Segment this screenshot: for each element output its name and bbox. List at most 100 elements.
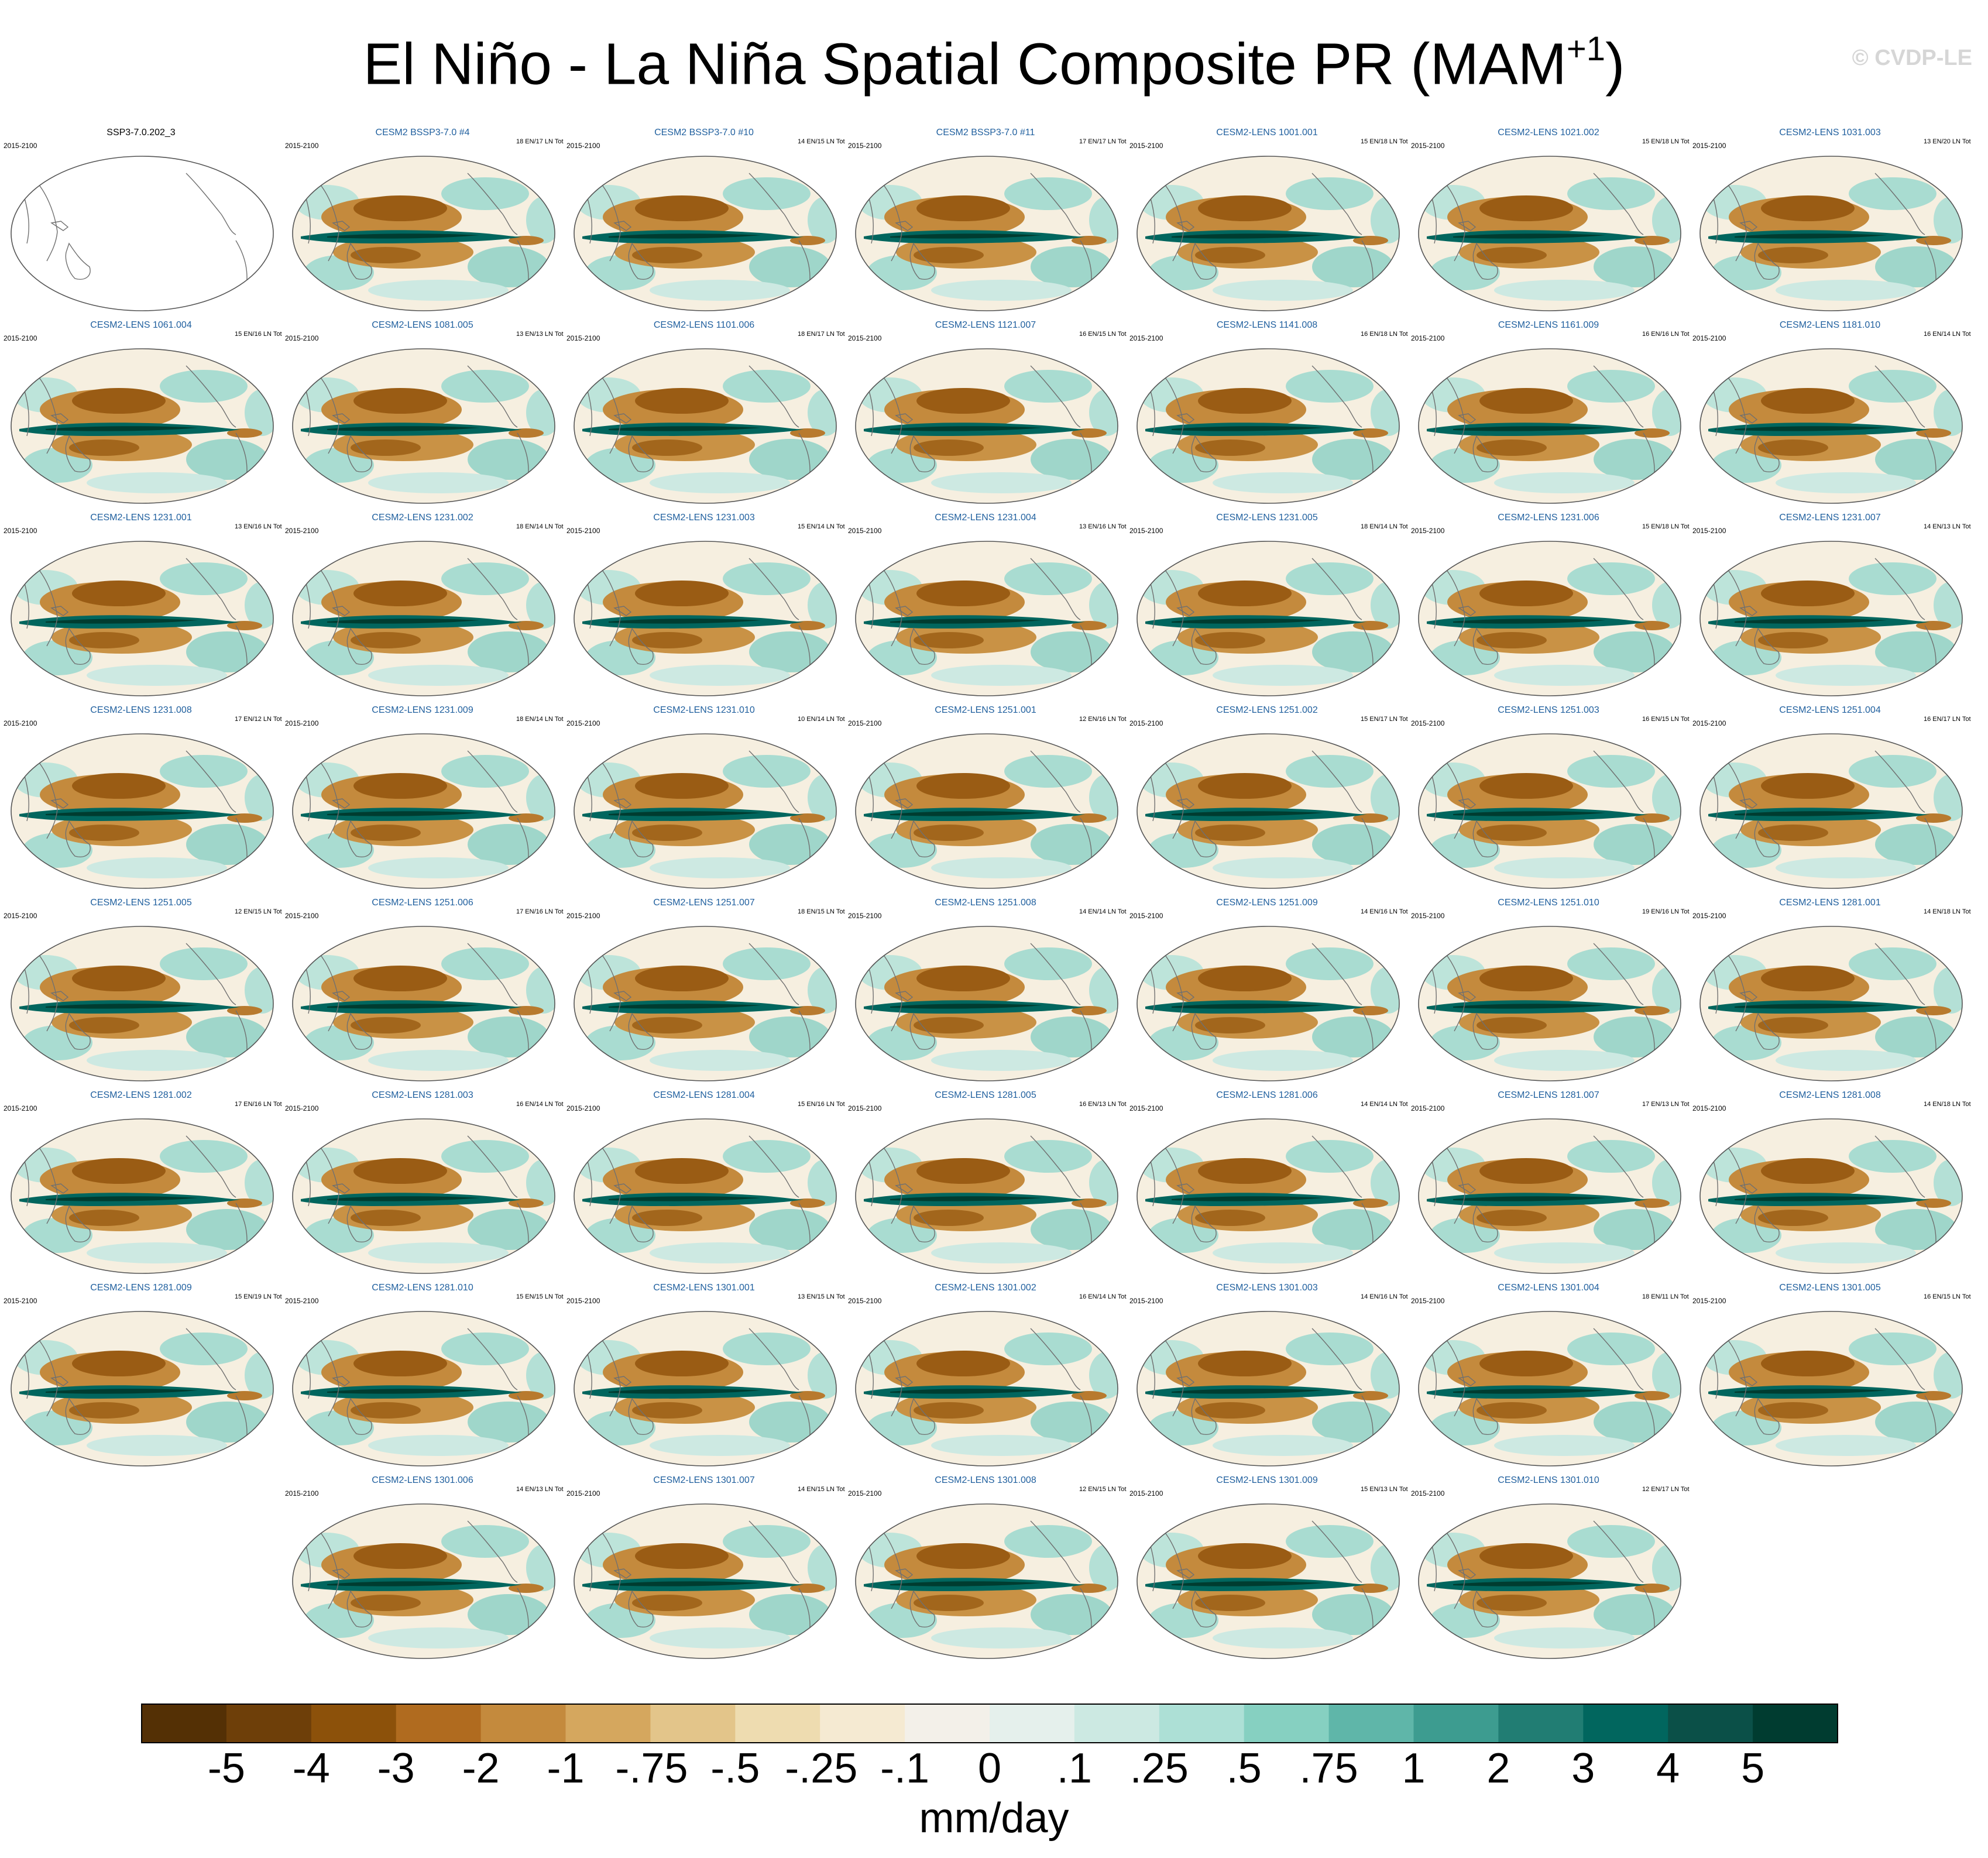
- anomaly-dry-region: [914, 247, 984, 263]
- coastline-asia: [596, 756, 621, 839]
- map-panel: CESM2-LENS 1001.001 2015-2100 15 EN/18 LN …: [1129, 128, 1408, 320]
- coastline-north-america: [186, 750, 236, 813]
- anomaly-dry-region: [353, 1351, 447, 1376]
- anomaly-wet-region: [749, 631, 831, 672]
- anomaly-dry-region: [1758, 825, 1828, 841]
- panel-title: CESM2-LENS 1281.002: [90, 1090, 192, 1100]
- coastline-australia: [909, 242, 935, 280]
- anomaly-dry-region: [72, 966, 166, 991]
- coastline-islands: [1458, 1183, 1477, 1194]
- colorbar-box: [1328, 1704, 1414, 1743]
- anomaly-dry-region: [790, 1006, 825, 1015]
- anomaly-dry-region: [790, 1391, 825, 1400]
- coastline-islands: [332, 221, 351, 231]
- coastline-islands: [50, 798, 69, 809]
- colorbar-tick-label: .1: [1056, 1745, 1092, 1792]
- anomaly-wet-region: [1312, 1016, 1394, 1057]
- anomaly-wet-region: [650, 857, 790, 878]
- anomaly-wet-region: [87, 1050, 227, 1071]
- map-outline: [11, 348, 274, 504]
- coastline-asia: [315, 949, 339, 1032]
- coastline-north-america: [748, 1328, 799, 1390]
- anomaly-wet-band-core: [609, 1196, 761, 1201]
- panel-title: SSP3-7.0.202_3: [107, 128, 176, 138]
- panel-map: [855, 926, 1118, 1081]
- anomaly-wet-band-core: [1453, 619, 1605, 624]
- coastline-north-america: [1593, 558, 1644, 620]
- anomaly-wet-band-core: [1172, 233, 1324, 239]
- map-outline: [855, 733, 1118, 889]
- anomaly-dry-region: [1198, 1351, 1292, 1376]
- map-outline: [1699, 1118, 1963, 1274]
- anomaly-dry-region: [1477, 825, 1547, 841]
- anomaly-dry-region: [1072, 1584, 1107, 1593]
- coastline-north-america: [467, 1328, 518, 1390]
- coastline-australia: [1472, 1590, 1498, 1627]
- anomaly-wet-region: [749, 1209, 831, 1250]
- panel-period: 2015-2100: [285, 142, 319, 150]
- anomaly-wet-region: [1312, 1594, 1394, 1635]
- map-panel: CESM2-LENS 1281.004 2015-2100 15 EN/16 LN …: [566, 1090, 845, 1282]
- panel-map: [292, 1503, 555, 1659]
- anomaly-wet-band-core: [1453, 811, 1605, 816]
- panel-title: CESM2-LENS 1251.003: [1498, 705, 1599, 715]
- map-outline: [1699, 733, 1963, 889]
- panel-period: 2015-2100: [1411, 1489, 1445, 1498]
- panel-event-count: 19 EN/16 LN Tot: [1642, 908, 1690, 915]
- panel-period: 2015-2100: [848, 1104, 882, 1112]
- coastline-australia: [1191, 435, 1217, 472]
- anomaly-dry-region: [351, 1210, 421, 1226]
- coastline-north-america: [748, 558, 799, 620]
- coastline-asia: [596, 178, 621, 262]
- anomaly-dry-region: [1479, 195, 1573, 221]
- panel-event-count: 14 EN/15 LN Tot: [798, 1486, 845, 1493]
- panel-title: CESM2-LENS 1301.006: [372, 1475, 473, 1485]
- panel-event-count: 15 EN/15 LN Tot: [516, 1293, 564, 1300]
- anomaly-wet-region: [1004, 1140, 1092, 1173]
- panel-map: [1418, 733, 1681, 889]
- panel-period: 2015-2100: [1692, 142, 1726, 150]
- panel-event-count: 16 EN/15 LN Tot: [1642, 716, 1690, 723]
- anomaly-wet-region: [1849, 1140, 1937, 1173]
- panel-map: [574, 541, 837, 696]
- anomaly-dry-region: [1758, 1402, 1828, 1419]
- colorbar-box: [311, 1704, 397, 1743]
- anomaly-wet-region: [1312, 1402, 1394, 1443]
- anomaly-wet-region: [186, 631, 268, 672]
- coastline-islands: [1458, 1568, 1477, 1579]
- anomaly-dry-region: [1477, 632, 1547, 648]
- coastline-north-america: [1593, 365, 1644, 428]
- anomaly-wet-region: [1849, 1332, 1937, 1365]
- anomaly-dry-region: [1198, 388, 1292, 414]
- panel-title: CESM2 BSSP3-7.0 #4: [375, 128, 470, 138]
- anomaly-dry-region: [916, 966, 1010, 991]
- coastline-north-america: [467, 558, 518, 620]
- anomaly-wet-region: [87, 1242, 227, 1263]
- colorbar-tick-label: .5: [1226, 1745, 1262, 1792]
- coastline-asia: [1441, 564, 1465, 647]
- coastline-north-america: [1311, 943, 1362, 1005]
- coastline-islands: [332, 1376, 351, 1386]
- anomaly-wet-band-core: [1453, 1004, 1605, 1009]
- anomaly-wet-band-core: [327, 1389, 479, 1394]
- panel-title: CESM2-LENS 1301.004: [1498, 1283, 1599, 1293]
- anomaly-wet-region: [1031, 824, 1113, 865]
- panel-period: 2015-2100: [285, 334, 319, 342]
- panel-title: CESM2-LENS 1301.007: [653, 1475, 755, 1485]
- map-outline: [1137, 156, 1400, 311]
- panel-map: [1137, 1118, 1400, 1274]
- panel-event-count: 14 EN/14 LN Tot: [1361, 1101, 1408, 1108]
- coastline-north-america: [1593, 1135, 1644, 1198]
- map-outline: [1418, 541, 1681, 696]
- map-outline: [855, 926, 1118, 1081]
- coastline-australia: [1472, 435, 1498, 472]
- panel-title: CESM2-LENS 1251.006: [372, 898, 473, 908]
- map-outline: [574, 541, 837, 696]
- panel-period: 2015-2100: [848, 719, 882, 727]
- anomaly-dry-region: [1477, 1595, 1547, 1611]
- coastline-north-america: [186, 1135, 236, 1198]
- anomaly-wet-region: [723, 177, 811, 210]
- panel-period: 2015-2100: [1411, 334, 1445, 342]
- panel-map: [1418, 348, 1681, 504]
- anomaly-dry-region: [790, 1584, 825, 1593]
